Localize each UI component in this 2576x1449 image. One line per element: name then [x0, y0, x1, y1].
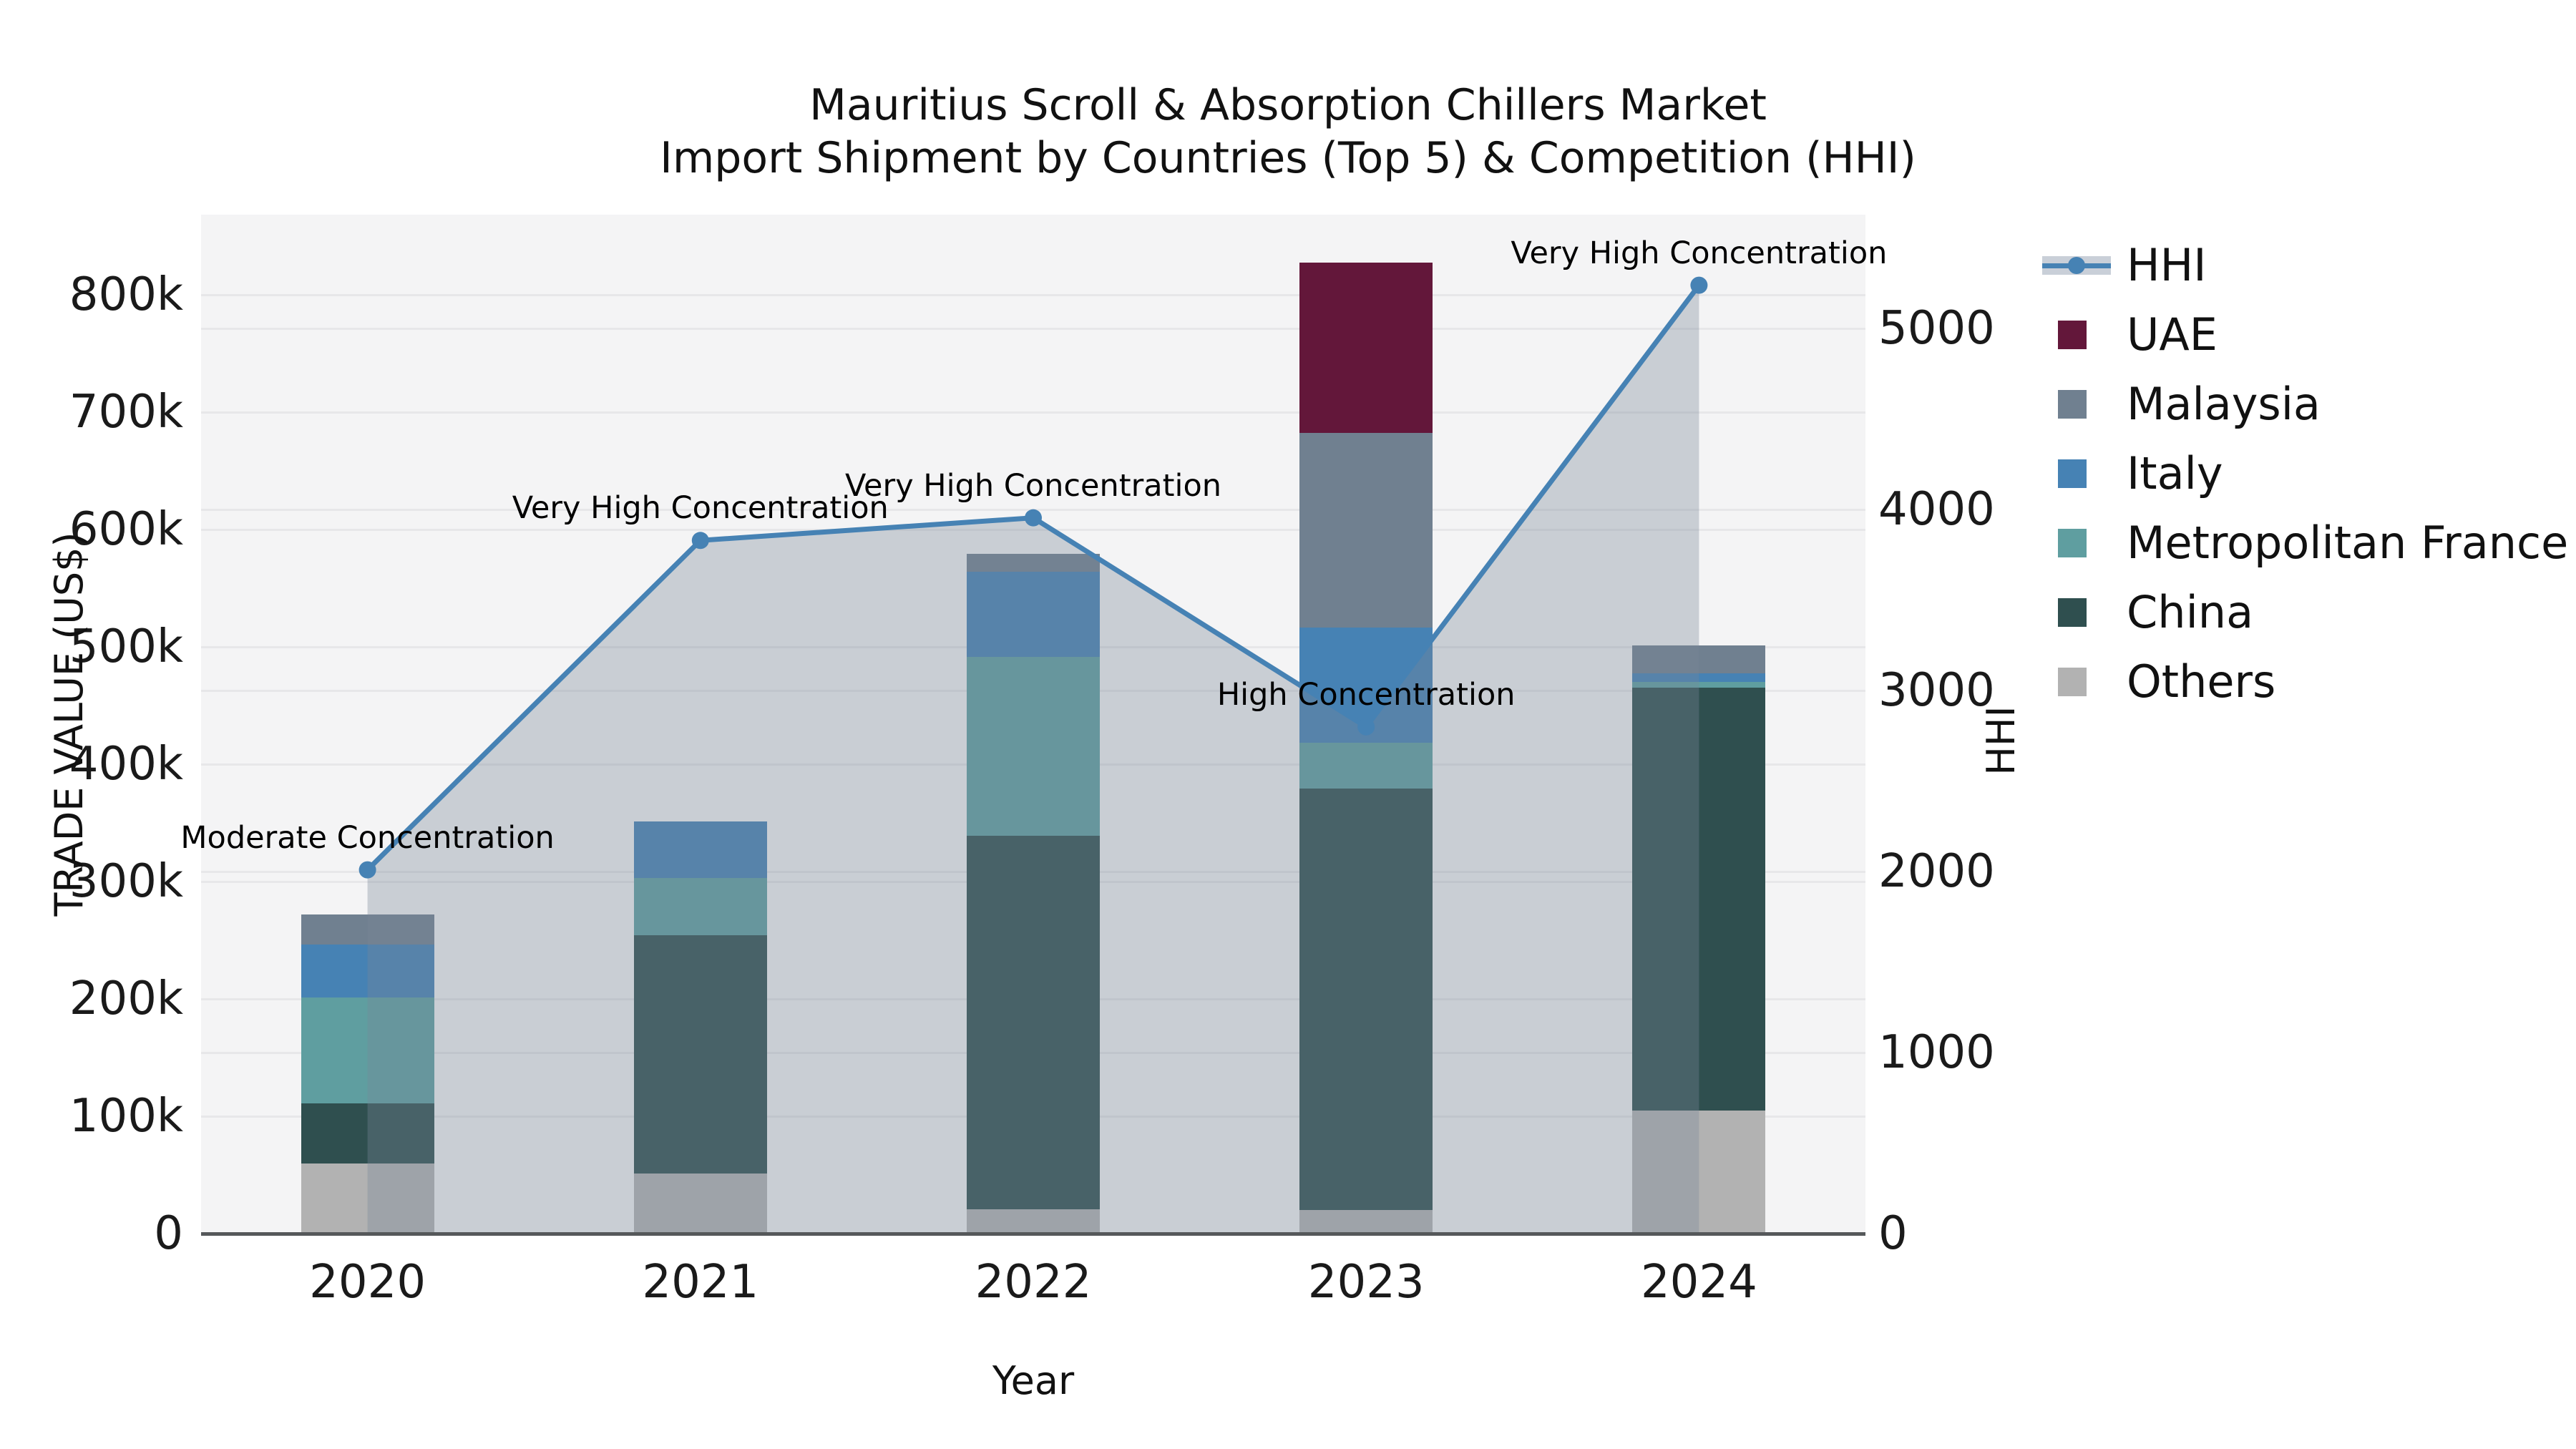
x-tick-2021: 2021 [642, 1256, 759, 1309]
bar-segment-metropolitan-france-2020 [301, 997, 434, 1103]
legend-label-uae: UAE [2127, 308, 2218, 361]
y-axis-right-label: HHI [1979, 706, 2024, 776]
hhi-point-2020 [358, 861, 376, 879]
bar-segment-china-2023 [1299, 789, 1433, 1211]
legend-label-italy: Italy [2127, 447, 2223, 499]
x-axis-line [201, 1232, 1865, 1236]
hhi-marker-dot [2068, 257, 2085, 274]
bar-segment-malaysia-2023 [1299, 433, 1433, 628]
legend-item-uae: UAE [2032, 303, 2576, 366]
gridline-left-800k [201, 293, 1865, 296]
y-right-tick-1000: 1000 [1878, 1026, 1995, 1080]
y-right-tick-2000: 2000 [1878, 845, 1995, 899]
legend-label-metropolitan-france: Metropolitan France [2127, 517, 2569, 569]
gridline-right-5000 [201, 328, 1865, 331]
y-left-tick-800k: 800k [69, 268, 183, 321]
legend-label-others: Others [2127, 655, 2276, 708]
legend-item-others: Others [2032, 650, 2576, 713]
y-left-tick-200k: 200k [69, 972, 183, 1025]
y-left-tick-300k: 300k [69, 854, 183, 908]
bar-segment-italy-2021 [633, 821, 767, 878]
y-left-tick-400k: 400k [69, 737, 183, 791]
x-axis-label: Year [992, 1358, 1075, 1403]
chart-title-line1: Mauritius Scroll & Absorption Chillers M… [809, 80, 1767, 130]
y-axis-left-label: TRADE VALUE (US$) [47, 532, 92, 917]
legend-swatch-italy [2058, 459, 2087, 488]
legend-swatch-china [2058, 598, 2087, 627]
y-left-tick-700k: 700k [69, 385, 183, 439]
legend-item-italy: Italy [2032, 442, 2576, 505]
plot-area [201, 215, 1865, 1234]
y-right-tick-5000: 5000 [1878, 302, 1995, 356]
y-right-tick-3000: 3000 [1878, 664, 1995, 718]
hhi-area-fill [367, 285, 1699, 1234]
x-tick-2024: 2024 [1640, 1256, 1757, 1309]
legend-item-hhi: HHI [2032, 234, 2576, 297]
hhi-point-2024 [1690, 276, 1708, 294]
legend-item-china: China [2032, 581, 2576, 644]
annotation-2021: Very High Concentration [512, 490, 889, 527]
hhi-point-2022 [1025, 509, 1042, 527]
bar-segment-metropolitan-france-2023 [1299, 743, 1433, 789]
bar-segment-italy-2024 [1632, 673, 1766, 682]
bar-segment-metropolitan-france-2021 [633, 877, 767, 936]
bar-segment-others-2022 [967, 1209, 1100, 1234]
bar-segment-china-2022 [967, 835, 1100, 1209]
hhi-point-2021 [691, 532, 709, 550]
bar-segment-china-2021 [633, 935, 767, 1174]
bar-segment-malaysia-2024 [1632, 645, 1766, 674]
legend-item-malaysia: Malaysia [2032, 373, 2576, 436]
annotation-2020: Moderate Concentration [180, 819, 555, 856]
x-tick-2023: 2023 [1307, 1256, 1425, 1309]
legend-label-malaysia: Malaysia [2127, 378, 2321, 430]
annotation-2023: High Concentration [1216, 676, 1516, 713]
y-right-tick-0: 0 [1878, 1207, 1908, 1260]
bar-segment-others-2024 [1632, 1110, 1766, 1234]
legend-label-hhi: HHI [2127, 239, 2207, 291]
x-tick-2020: 2020 [309, 1256, 426, 1309]
x-tick-2022: 2022 [975, 1256, 1092, 1309]
gridline-left-700k [201, 411, 1865, 414]
gridline-left-600k [201, 528, 1865, 531]
bar-segment-uae-2023 [1299, 263, 1433, 434]
legend: HHI UAE Malaysia Italy Metropolitan France Ch… [2032, 215, 2576, 758]
annotation-2022: Very High Concentration [844, 467, 1221, 504]
annotation-2024: Very High Concentration [1511, 235, 1888, 271]
y-left-tick-100k: 100k [69, 1089, 183, 1143]
chart-title-line2: Import Shipment by Countries (Top 5) & C… [660, 133, 1916, 183]
bar-segment-others-2020 [301, 1163, 434, 1234]
bar-segment-china-2024 [1632, 688, 1766, 1111]
bar-segment-metropolitan-france-2022 [967, 657, 1100, 836]
y-left-tick-600k: 600k [69, 502, 183, 556]
y-left-tick-500k: 500k [69, 620, 183, 673]
bar-segment-italy-2022 [967, 571, 1100, 658]
bar-segment-china-2020 [301, 1103, 434, 1163]
legend-item-metropolitan-france: Metropolitan France [2032, 512, 2576, 575]
bar-segment-malaysia-2020 [301, 914, 434, 945]
legend-swatch-metropolitan-france [2058, 529, 2087, 557]
bar-segment-others-2021 [633, 1174, 767, 1234]
bar-segment-others-2023 [1299, 1210, 1433, 1234]
hhi-line-layer [358, 276, 1708, 1234]
y-left-tick-0: 0 [154, 1207, 183, 1260]
bar-segment-italy-2020 [301, 945, 434, 998]
legend-swatch-malaysia [2058, 390, 2087, 419]
legend-swatch-uae [2058, 321, 2087, 349]
legend-swatch-others [2058, 668, 2087, 696]
hhi-point-2023 [1357, 718, 1375, 736]
bar-segment-metropolitan-france-2024 [1632, 681, 1766, 688]
bar-segment-malaysia-2022 [967, 554, 1100, 572]
y-right-tick-4000: 4000 [1878, 483, 1995, 537]
legend-label-china: China [2127, 586, 2254, 638]
